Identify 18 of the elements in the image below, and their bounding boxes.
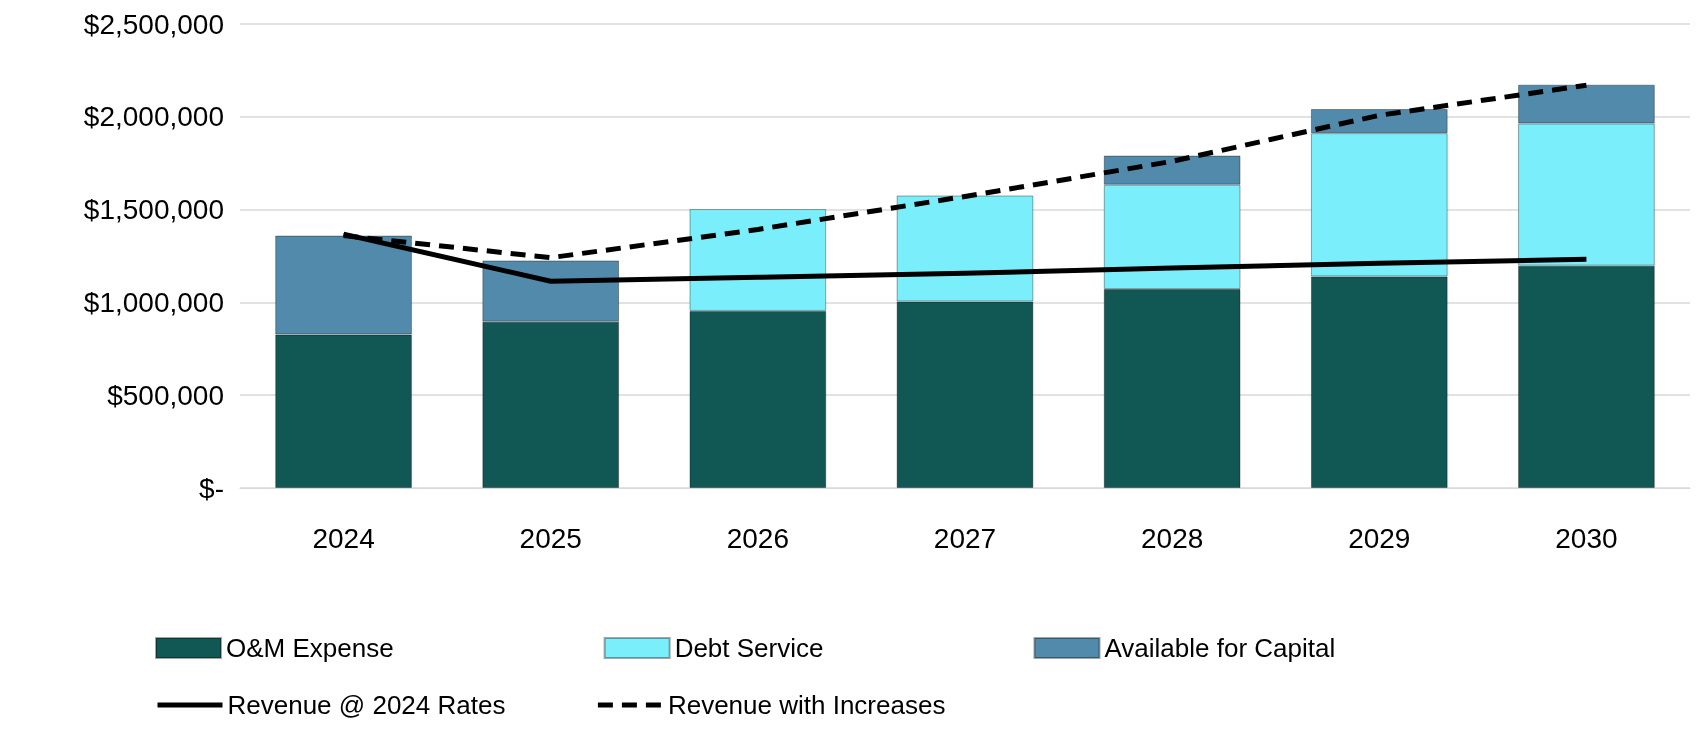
x-tick-label: 2028: [1140, 522, 1204, 554]
legend-label: Revenue with Increases: [667, 690, 946, 720]
x-tick-label: 2027: [933, 522, 997, 554]
legend-label: Debt Service: [674, 633, 824, 663]
y-tick-label: $-: [199, 472, 224, 504]
x-tick-label: 2030: [1555, 522, 1618, 554]
legend-label: Available for Capital: [1104, 633, 1336, 663]
y-tick-label: $1,000,000: [83, 286, 224, 318]
x-tick-label: 2029: [1348, 522, 1411, 554]
x-tick-label: 2026: [726, 522, 790, 554]
y-tick-label: $500,000: [107, 379, 224, 411]
y-tick-label: $1,500,000: [83, 194, 224, 226]
y-tick-label: $2,500,000: [83, 8, 224, 40]
x-tick-label: 2025: [519, 522, 582, 554]
x-tick-label: 2024: [312, 522, 375, 554]
legend-label: O&M Expense: [226, 633, 394, 663]
legend-label: Revenue @ 2024 Rates: [227, 690, 506, 720]
y-tick-label: $2,000,000: [83, 101, 224, 133]
